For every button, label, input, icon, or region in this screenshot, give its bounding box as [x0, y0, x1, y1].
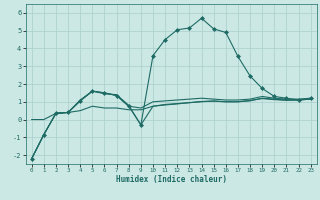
X-axis label: Humidex (Indice chaleur): Humidex (Indice chaleur) [116, 175, 227, 184]
